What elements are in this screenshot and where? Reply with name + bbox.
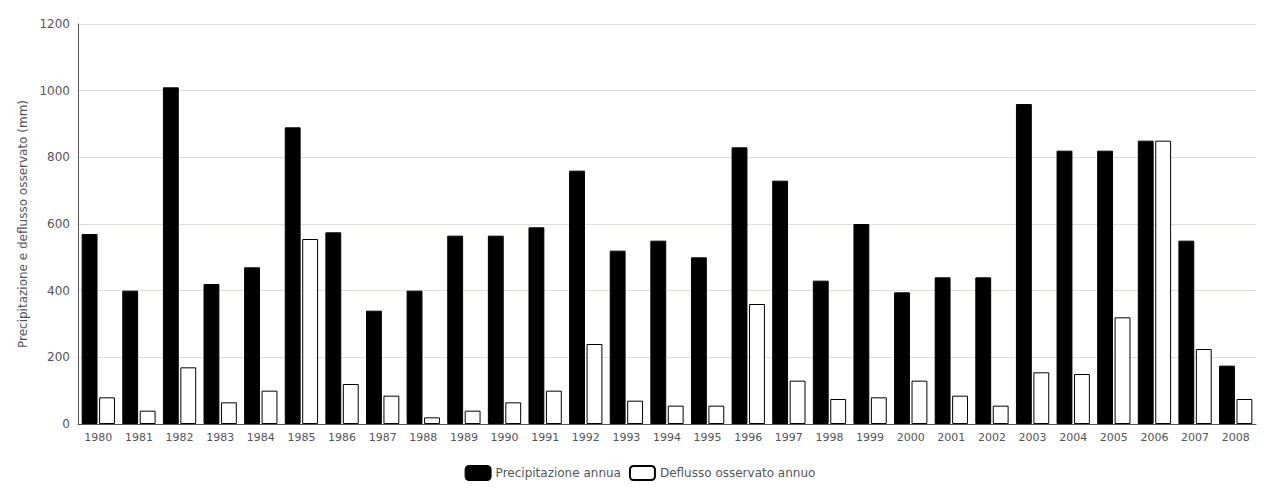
svg-text:2002: 2002 <box>978 431 1006 444</box>
svg-text:800: 800 <box>47 150 70 164</box>
svg-text:1989: 1989 <box>450 431 478 444</box>
svg-text:2005: 2005 <box>1100 431 1128 444</box>
svg-text:1994: 1994 <box>653 431 681 444</box>
svg-text:2001: 2001 <box>937 431 965 444</box>
svg-text:1980: 1980 <box>84 431 112 444</box>
svg-text:Deflusso osservato annuo: Deflusso osservato annuo <box>660 466 815 480</box>
svg-text:1981: 1981 <box>125 431 153 444</box>
svg-text:1200: 1200 <box>39 17 70 31</box>
svg-text:1986: 1986 <box>328 431 356 444</box>
svg-text:2000: 2000 <box>897 431 925 444</box>
svg-text:1996: 1996 <box>734 431 762 444</box>
svg-text:1985: 1985 <box>287 431 315 444</box>
svg-text:Precipitazione e deflusso osse: Precipitazione e deflusso osservato (mm) <box>16 100 30 348</box>
svg-text:1983: 1983 <box>206 431 234 444</box>
svg-text:1991: 1991 <box>531 431 559 444</box>
svg-text:2006: 2006 <box>1140 431 1168 444</box>
svg-text:2008: 2008 <box>1222 431 1250 444</box>
svg-text:1000: 1000 <box>39 84 70 98</box>
svg-text:2007: 2007 <box>1181 431 1209 444</box>
svg-text:200: 200 <box>47 350 70 364</box>
svg-text:1992: 1992 <box>572 431 600 444</box>
svg-text:1993: 1993 <box>612 431 640 444</box>
svg-text:Precipitazione annua: Precipitazione annua <box>496 466 621 480</box>
svg-text:1997: 1997 <box>775 431 803 444</box>
svg-text:600: 600 <box>47 217 70 231</box>
svg-text:1982: 1982 <box>166 431 194 444</box>
svg-text:2004: 2004 <box>1059 431 1087 444</box>
svg-text:1995: 1995 <box>694 431 722 444</box>
svg-text:1988: 1988 <box>409 431 437 444</box>
svg-text:1990: 1990 <box>491 431 519 444</box>
svg-text:1984: 1984 <box>247 431 275 444</box>
svg-text:1999: 1999 <box>856 431 884 444</box>
svg-text:0: 0 <box>62 417 70 431</box>
svg-text:2003: 2003 <box>1019 431 1047 444</box>
svg-text:1998: 1998 <box>815 431 843 444</box>
svg-text:400: 400 <box>47 284 70 298</box>
svg-text:1987: 1987 <box>369 431 397 444</box>
